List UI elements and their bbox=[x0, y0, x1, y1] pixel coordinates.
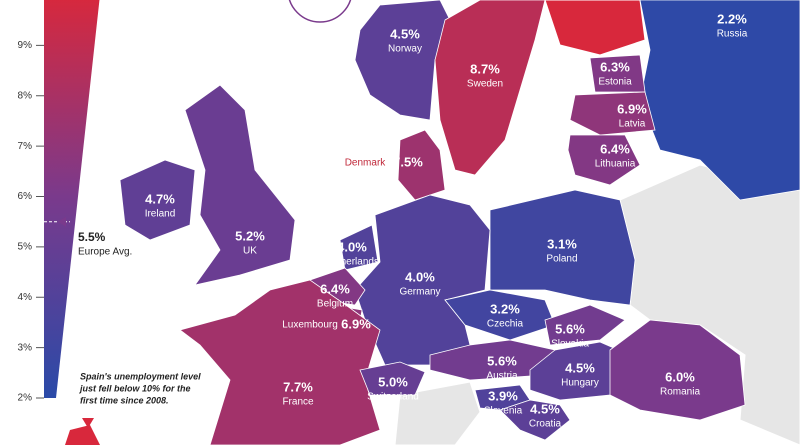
value-label: 6.4% bbox=[320, 281, 350, 296]
value-label: 7.5% bbox=[393, 154, 423, 169]
country-name: Ireland bbox=[145, 209, 176, 220]
average-name: Europe Avg. bbox=[78, 246, 132, 257]
value-label: 6.9% bbox=[617, 101, 647, 116]
country-name: UK bbox=[243, 246, 257, 257]
country-name: Switzerland bbox=[367, 392, 419, 403]
country-name: Norway bbox=[388, 44, 422, 55]
value-label: 3.1% bbox=[547, 236, 577, 251]
value-label: 4.5% bbox=[530, 401, 560, 416]
average-label: 5.5% bbox=[78, 230, 106, 244]
country bbox=[434, 0, 546, 176]
value-label: 4.5% bbox=[390, 26, 420, 41]
country bbox=[184, 84, 296, 286]
country bbox=[359, 361, 426, 396]
country-name: Croatia bbox=[529, 419, 562, 430]
tick-label: 5% bbox=[18, 242, 33, 253]
country bbox=[639, 0, 800, 201]
country-name: Hungary bbox=[561, 378, 599, 389]
value-label: 3.2% bbox=[490, 301, 520, 316]
country bbox=[567, 134, 641, 186]
decoration bbox=[288, 0, 352, 23]
tick-label: 7% bbox=[18, 141, 33, 152]
color-bar bbox=[44, 0, 100, 398]
country-name: Romania bbox=[660, 387, 700, 398]
value-label: 8.7% bbox=[470, 61, 500, 76]
tick-label: 10% bbox=[12, 0, 32, 1]
value-label: 7.7% bbox=[283, 379, 313, 394]
tick-label: 2% bbox=[18, 393, 33, 404]
country bbox=[339, 224, 379, 271]
tick-label: 4% bbox=[18, 292, 33, 303]
country bbox=[354, 0, 451, 121]
country bbox=[544, 304, 626, 346]
spain-edge bbox=[65, 425, 100, 445]
legend: 2% 3% 4% 5% 6% 7% 8% 9% 10% 5.5% Europe Avg. Spain'… bbox=[12, 0, 201, 405]
average-marker bbox=[58, 216, 66, 227]
arrow bbox=[82, 418, 94, 428]
value-label: 6.4% bbox=[600, 141, 630, 156]
country-name: Slovakia bbox=[551, 339, 589, 350]
country-name: Estonia bbox=[598, 77, 632, 88]
country-name: Russia bbox=[717, 29, 748, 40]
tick-label: 8% bbox=[18, 90, 33, 101]
country-name: Luxembourg bbox=[282, 320, 338, 331]
tick-label: 6% bbox=[18, 191, 33, 202]
country-name: Czechia bbox=[487, 319, 524, 330]
country-name: Denmark bbox=[345, 158, 387, 169]
value-label: 5.0% bbox=[378, 374, 408, 389]
value-label: 5.6% bbox=[487, 353, 517, 368]
value-label: 4.0% bbox=[405, 269, 435, 284]
value-label: 6.3% bbox=[600, 59, 630, 74]
country-name: Lithuania bbox=[595, 159, 636, 170]
country-name: Austria bbox=[486, 371, 518, 382]
note: Spain's unemployment level bbox=[80, 371, 201, 381]
value-label: 3.9% bbox=[488, 388, 518, 403]
value-label: 5.2% bbox=[235, 228, 265, 243]
value-label: 2.2% bbox=[717, 11, 747, 26]
countries bbox=[119, 0, 800, 445]
tick-label: 9% bbox=[18, 40, 33, 51]
country-name: Germany bbox=[399, 287, 440, 298]
value-label: 5.6% bbox=[555, 321, 585, 336]
country-name: Belgium bbox=[317, 299, 353, 310]
value-label: 4.0% bbox=[337, 239, 367, 254]
labels: 4.5% Norway 8.7% Sweden 2.2% Russia 6.3% Estoni… bbox=[145, 11, 748, 429]
country-name: Slovenia bbox=[484, 406, 523, 417]
tick-label: 3% bbox=[18, 342, 33, 353]
value-label: 4.7% bbox=[145, 191, 175, 206]
country bbox=[397, 129, 446, 201]
note: just fell below 10% for the bbox=[79, 383, 191, 393]
country-name: France bbox=[282, 397, 314, 408]
country bbox=[489, 189, 636, 306]
country-name: Poland bbox=[546, 254, 577, 265]
value-label: 4.5% bbox=[565, 360, 595, 375]
country-name: Latvia bbox=[619, 119, 646, 130]
country bbox=[569, 91, 656, 136]
finland bbox=[544, 0, 646, 56]
value-label: 6.9% bbox=[341, 316, 371, 331]
country bbox=[609, 319, 746, 421]
country-name: Sweden bbox=[467, 79, 503, 90]
country bbox=[119, 159, 196, 241]
land-no-data bbox=[394, 381, 481, 445]
note: first time since 2008. bbox=[80, 395, 169, 405]
country bbox=[499, 399, 571, 441]
value-label: 6.0% bbox=[665, 369, 695, 384]
country-name: Netherlands bbox=[325, 257, 379, 268]
